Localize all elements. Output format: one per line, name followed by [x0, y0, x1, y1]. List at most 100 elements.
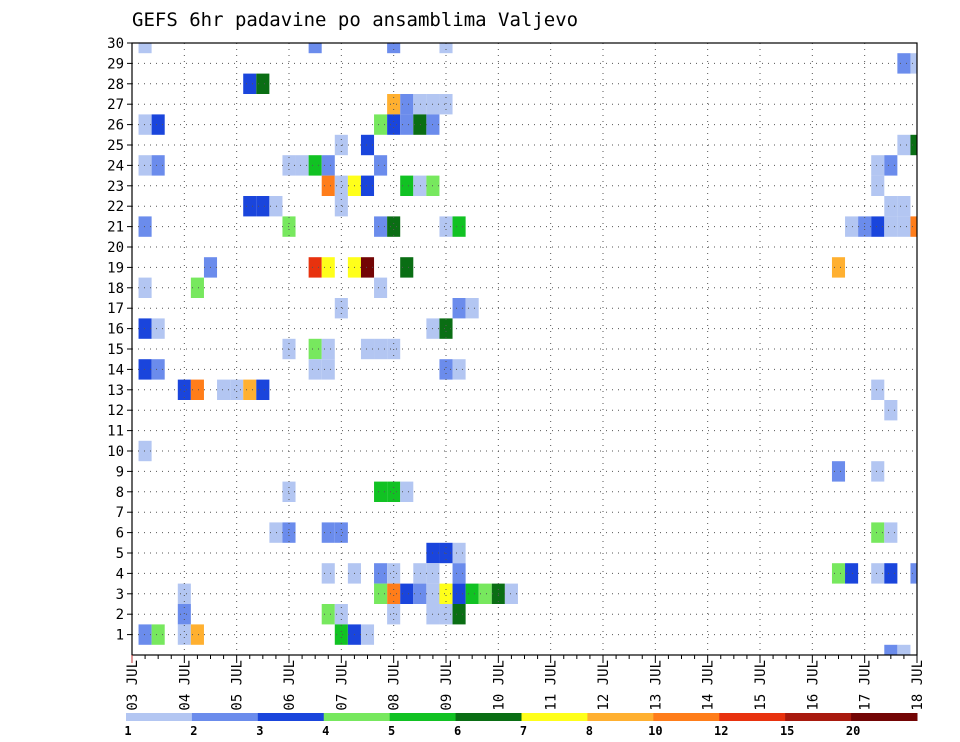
heatmap-cell	[387, 604, 401, 625]
heatmap-cell	[413, 175, 427, 196]
heatmap-cell	[439, 216, 453, 237]
heatmap-cell	[413, 563, 427, 584]
heatmap-cell	[439, 359, 453, 380]
legend-label: 8	[586, 724, 593, 738]
heatmap-cell	[138, 43, 152, 54]
heatmap-cell	[897, 216, 911, 237]
legend-swatch	[323, 713, 391, 721]
y-tick-label: 16	[107, 322, 124, 338]
heatmap-cell	[138, 440, 152, 462]
x-tick-label: 04 JUL	[177, 660, 193, 711]
heatmap-cell	[217, 379, 231, 400]
heatmap-cell	[230, 379, 244, 400]
x-tick-label: 14 JUL	[701, 660, 717, 711]
heatmap-cell	[256, 196, 270, 217]
y-tick-label: 4	[116, 566, 124, 582]
heatmap-cell	[308, 257, 322, 278]
heatmap-cell	[871, 379, 885, 400]
x-tick-label: 06 JUL	[282, 660, 298, 711]
heatmap-cell	[177, 624, 191, 645]
heatmap-cell	[845, 563, 859, 584]
heatmap-cell	[321, 522, 335, 543]
y-tick-label: 11	[107, 424, 124, 440]
heatmap-cell	[321, 338, 335, 360]
heatmap-cell	[504, 583, 518, 604]
legend-label: 2	[190, 724, 197, 738]
heatmap-cell	[871, 563, 885, 584]
heatmap-cell	[871, 155, 885, 176]
heatmap-cell	[439, 318, 453, 339]
y-tick-label: 24	[107, 158, 124, 174]
heatmap-cell	[334, 298, 348, 319]
heatmap-cell	[478, 583, 492, 604]
heatmap-cell	[884, 563, 898, 584]
heatmap-cell	[269, 522, 283, 543]
heatmap-cell	[151, 359, 165, 380]
heatmap-cell	[831, 563, 846, 584]
heatmap-cell	[387, 563, 401, 584]
legend-label: 15	[780, 724, 794, 738]
heatmap-cell	[452, 359, 466, 380]
heatmap-cell	[138, 359, 152, 380]
legend-label: 1	[124, 724, 131, 738]
heatmap-cell	[831, 257, 846, 278]
heatmap-cell	[465, 298, 479, 319]
legend-swatch	[257, 713, 325, 721]
heatmap-cell	[387, 481, 401, 502]
heatmap-cell	[243, 379, 257, 400]
legend-label: 3	[256, 724, 263, 738]
heatmap-cell	[400, 583, 414, 604]
legend-swatch	[191, 713, 259, 721]
heatmap-cell	[884, 644, 898, 655]
heatmap-cell	[439, 583, 453, 604]
heatmap-cell	[871, 522, 885, 543]
heatmap-cell	[400, 94, 414, 115]
heatmap-cell	[138, 114, 152, 135]
heatmap-cell	[334, 196, 348, 217]
heatmap-cell	[334, 604, 348, 625]
heatmap-cell	[321, 155, 335, 176]
heatmap-cell	[400, 175, 414, 196]
heatmap-cell	[452, 604, 466, 625]
heatmap-cell	[884, 216, 898, 237]
x-tick-label: 08 JUL	[387, 660, 403, 711]
heatmap-cell	[308, 338, 322, 360]
grid-layer	[132, 43, 917, 655]
legend-label: 10	[648, 724, 662, 738]
heatmap-cell	[413, 583, 427, 604]
legend-swatch	[521, 713, 588, 721]
legend-label: 4	[322, 724, 329, 738]
heatmap-cell	[465, 583, 479, 604]
heatmap-cell	[413, 114, 427, 135]
heatmap-cell	[190, 624, 204, 645]
heatmap-cell	[151, 114, 165, 135]
legend-label: 5	[388, 724, 395, 738]
legend-label: 20	[846, 724, 860, 738]
heatmap-cell	[897, 644, 911, 655]
legend-swatch	[126, 713, 193, 721]
y-tick-label: 29	[107, 56, 124, 72]
heatmap-cell	[190, 379, 204, 400]
heatmap-cell	[374, 563, 388, 584]
heatmap-cell	[334, 522, 348, 543]
heatmap-cell	[884, 522, 898, 543]
legend-swatch	[587, 713, 654, 721]
legend-swatch	[719, 713, 786, 721]
heatmap-cell	[138, 155, 152, 176]
heatmap-cell	[374, 114, 388, 135]
heatmap-cell	[910, 134, 917, 156]
y-tick-label: 18	[107, 281, 124, 297]
heatmap-cell	[452, 542, 466, 564]
legend-swatch	[851, 713, 918, 721]
heatmap-cell	[138, 318, 152, 339]
heatmap-cell	[256, 73, 270, 94]
y-tick-label: 2	[116, 607, 124, 623]
heatmap-cell	[845, 216, 859, 237]
heatmap-cell	[910, 53, 917, 74]
heatmap-cell	[374, 277, 388, 298]
y-tick-label: 27	[107, 97, 124, 113]
y-tick-label: 28	[107, 77, 124, 93]
heatmap-cell	[360, 257, 375, 278]
x-axis: 03 JUL 04 JUL 05 JUL 06 JUL 07 JUL 08 JUL 09 J…	[125, 655, 926, 711]
